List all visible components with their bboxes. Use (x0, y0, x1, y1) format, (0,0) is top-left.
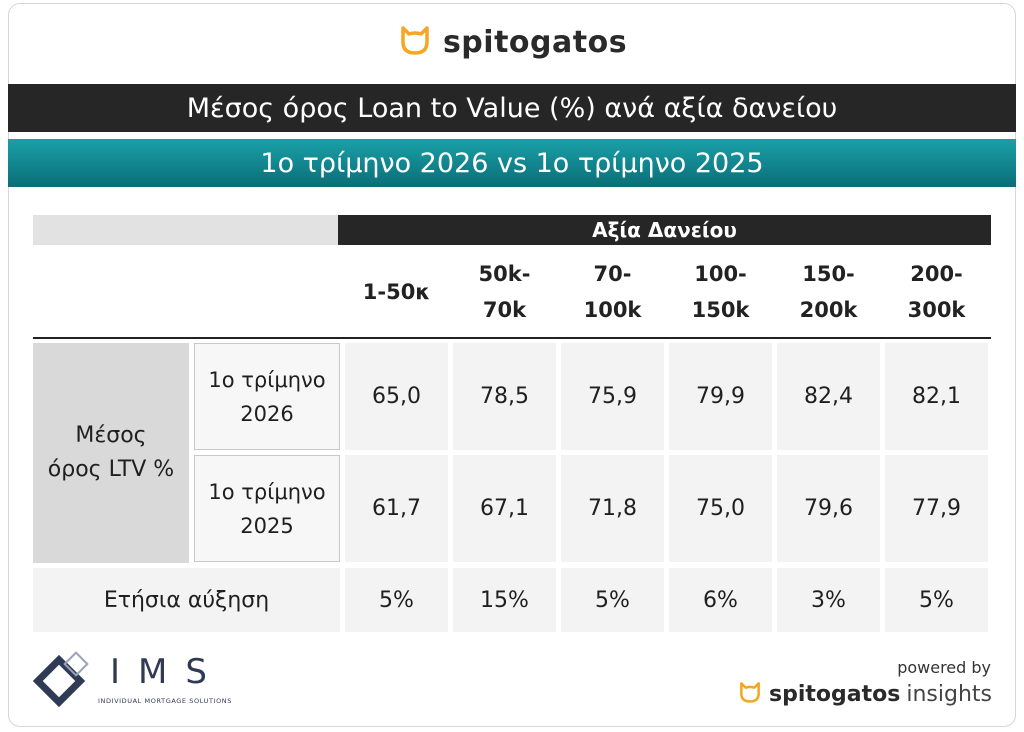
column-header-line: 100k (583, 298, 642, 322)
brand-wordmark: spitogatos (442, 24, 628, 60)
column-header-line: 150k (691, 298, 750, 322)
column-header-line: 150- (802, 262, 855, 286)
table-cell: 65,0 (345, 343, 448, 450)
table-corner (33, 215, 338, 245)
metric-label: Μέσος όρος LTV % (33, 343, 189, 563)
table-cell: 67,1 (453, 455, 556, 562)
header-divider (33, 337, 991, 339)
growth-cell: 15% (453, 568, 556, 632)
column-header-line: 70k (482, 298, 527, 322)
column-header-line: 50k- (478, 262, 531, 286)
row-label-line: 2026 (240, 401, 294, 426)
ims-subtitle: INDIVIDUAL MORTGAGE SOLUTIONS (98, 697, 232, 705)
table-cell: 77,9 (885, 455, 988, 562)
footer-insights: insights (906, 681, 992, 707)
powered-by: powered by (897, 658, 991, 677)
row-label-2025: 1ο τρίμηνο 2025 (194, 455, 340, 562)
ims-logo: IMS INDIVIDUAL MORTGAGE SOLUTIONS (30, 650, 240, 712)
row-label-line: 1ο τρίμηνο (208, 367, 326, 392)
growth-cell: 5% (885, 568, 988, 632)
row-label-line: 1ο τρίμηνο (208, 479, 326, 504)
table-cell: 82,1 (885, 343, 988, 450)
metric-label-line: όρος LTV % (47, 457, 175, 482)
column-header-line: 200- (910, 262, 963, 286)
column-header-line: 70- (593, 262, 632, 286)
column-header-line: 300k (907, 298, 966, 322)
page-subtitle: 1ο τρίμηνο 2026 vs 1ο τρίμηνο 2025 (8, 139, 1016, 187)
column-header: 200- 300k (885, 252, 988, 332)
column-header: 70- 100k (561, 252, 664, 332)
table-cell: 79,6 (777, 455, 880, 562)
table-cell: 75,0 (669, 455, 772, 562)
cat-logo-icon (397, 24, 433, 60)
table-cell: 61,7 (345, 455, 448, 562)
column-header-line: 200k (799, 298, 858, 322)
metric-label-line: Μέσος (75, 423, 147, 448)
ims-name: IMS (110, 652, 225, 692)
growth-cell: 5% (561, 568, 664, 632)
page-title: Μέσος όρος Loan to Value (%) ανά αξία δα… (8, 84, 1016, 132)
cat-logo-icon (737, 680, 763, 708)
ims-diamond-icon (32, 651, 89, 708)
column-header: 150- 200k (777, 252, 880, 332)
growth-label: Ετήσια αύξηση (33, 568, 340, 632)
row-label-line: 2025 (240, 513, 294, 538)
table-cell: 78,5 (453, 343, 556, 450)
brand-header: spitogatos (0, 0, 1024, 84)
column-header-line: 1-50κ (362, 280, 431, 304)
table-cell: 75,9 (561, 343, 664, 450)
table-cell: 82,4 (777, 343, 880, 450)
column-header: 1-50κ (345, 252, 448, 332)
table-cell: 79,9 (669, 343, 772, 450)
table-cell: 71,8 (561, 455, 664, 562)
row-label-2026: 1ο τρίμηνο 2026 (194, 343, 340, 450)
brand-footer: spitogatos insights (737, 680, 992, 708)
growth-cell: 5% (345, 568, 448, 632)
footer-wordmark: spitogatos (769, 681, 901, 707)
growth-cell: 3% (777, 568, 880, 632)
column-group-header: Αξία Δανείου (338, 215, 991, 245)
column-header-line: 100- (694, 262, 747, 286)
column-header: 50k- 70k (453, 252, 556, 332)
growth-cell: 6% (669, 568, 772, 632)
column-header: 100- 150k (669, 252, 772, 332)
